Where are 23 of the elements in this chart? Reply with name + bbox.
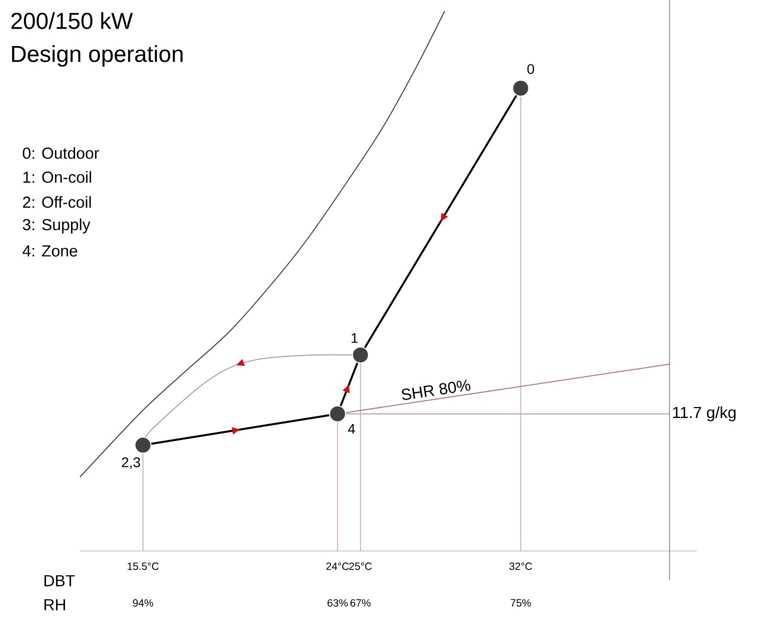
text: 63% (328, 599, 348, 607)
annotation: 0 (527, 64, 534, 74)
text: 75% (510, 599, 531, 607)
annotation: 1 (352, 333, 358, 343)
x-tick-label: 15.5°C (128, 562, 159, 570)
text: Design operation (12, 45, 183, 67)
text: SHR 80% (402, 380, 470, 400)
x-axis-title: DBT (44, 575, 75, 586)
text: 4: Zone (22, 245, 78, 257)
text: 67% (350, 599, 371, 607)
ref-line-label: 11.7 g/kg (673, 406, 736, 422)
annotation: 0: Outdoor (22, 147, 100, 159)
chart-title: 200/150 kW (11, 12, 133, 30)
x-tick-label: 32°C (509, 562, 532, 570)
annotation: 2: Off-coil (23, 196, 91, 208)
annotation: 2,3 (122, 457, 140, 469)
text: 94% (132, 599, 154, 607)
text: RH (44, 599, 65, 610)
x-tick-label: 24°C (326, 562, 349, 570)
annotation: 4 (348, 424, 356, 434)
x-tick-label: 25°C (349, 562, 372, 570)
annotation: 3: Supply (22, 218, 90, 234)
annotation: 1: On-coil (23, 171, 92, 183)
